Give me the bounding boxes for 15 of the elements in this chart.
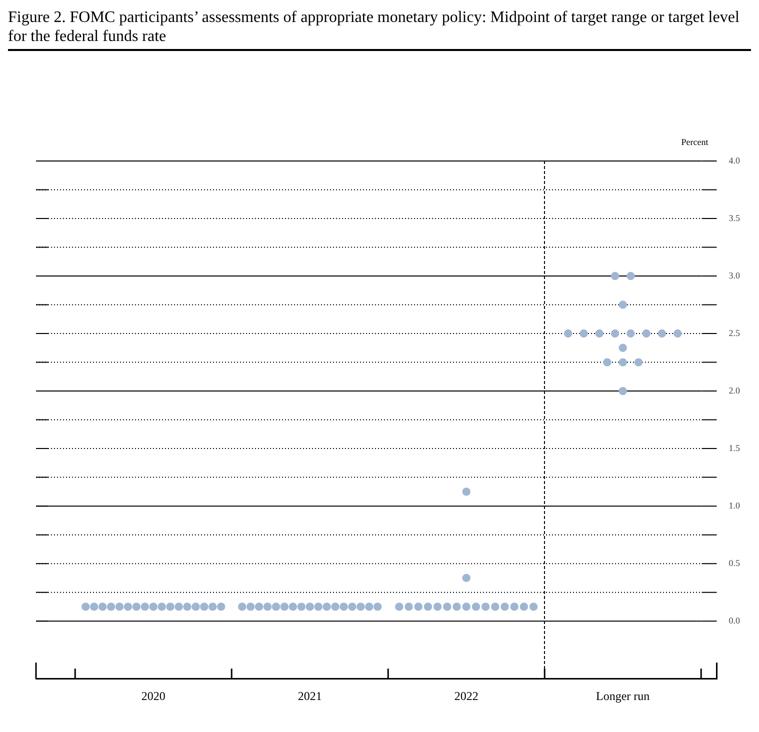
y-tick-label: 1.0 (728, 500, 740, 510)
x-tick-label: 2021 (298, 688, 322, 703)
y-axis-title: Percent (681, 137, 709, 147)
chart-title: Figure 2. FOMC participants’ assessments of appropriate monetary policy: Midpoint of target range or target level for the federal funds rate (8, 8, 751, 51)
x-tick-label: 2022 (454, 688, 478, 703)
y-tick-label: 1.5 (728, 442, 740, 453)
y-tick-label: 0.0 (728, 615, 740, 626)
y-tick-label: 4.0 (728, 155, 740, 166)
x-tick-label: Longer run (596, 688, 650, 703)
y-tick-label: 0.5 (728, 558, 740, 568)
y-tick-label: 2.0 (728, 385, 740, 396)
y-tick-label: 2.5 (728, 328, 740, 338)
y-tick-label: 3.5 (728, 212, 740, 223)
y-tick-label: 3.0 (728, 270, 740, 280)
x-tick-label: 2020 (141, 688, 166, 703)
